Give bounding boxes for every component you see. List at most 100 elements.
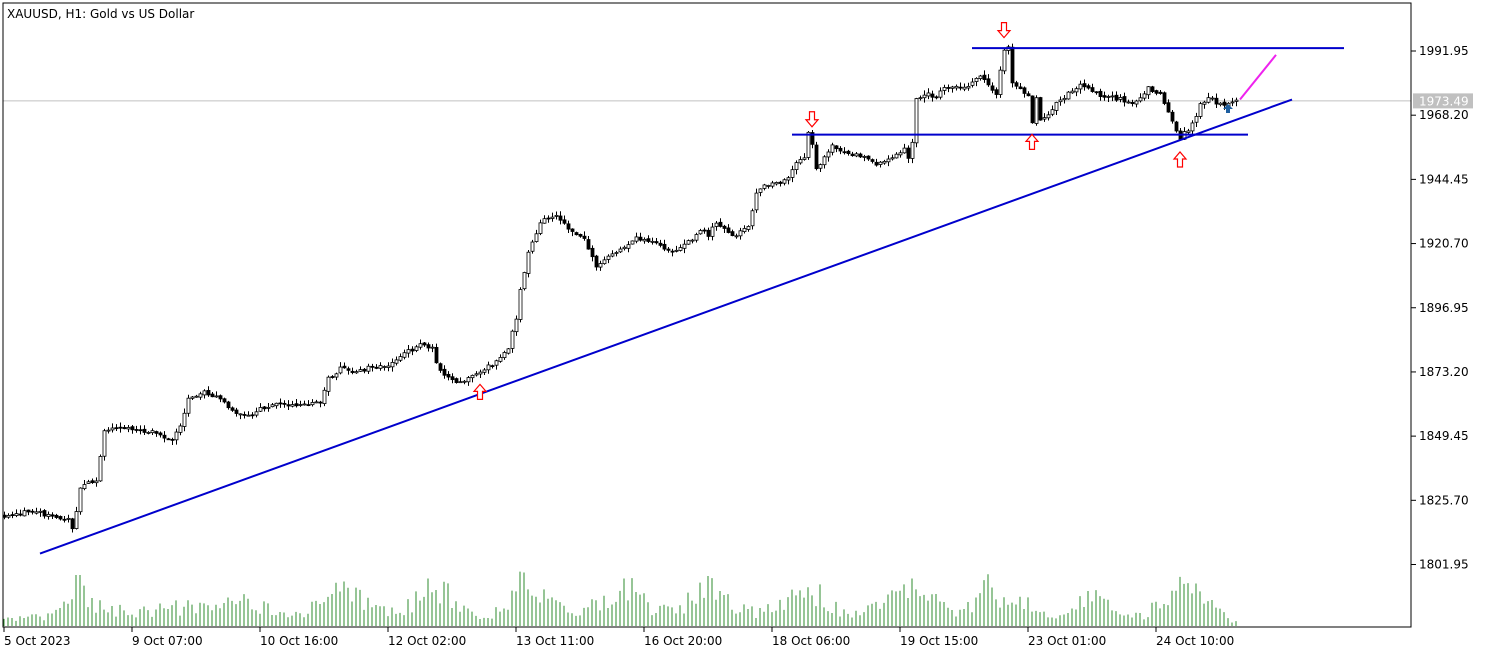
candle-body-bear xyxy=(58,516,63,520)
candle-body-bear xyxy=(670,250,675,253)
drawing-objects[interactable] xyxy=(39,21,1344,555)
candle xyxy=(102,428,107,461)
candle-body-bull xyxy=(430,346,435,349)
x-tick-label: 19 Oct 15:00 xyxy=(900,634,978,648)
candle-body-bear xyxy=(42,510,47,517)
candle-body-bear xyxy=(1030,95,1035,124)
down-arrow-icon[interactable] xyxy=(804,111,820,128)
buy-marker-icon[interactable] xyxy=(1223,103,1233,113)
candle xyxy=(266,403,271,412)
candle-body-bull xyxy=(14,513,19,516)
candle xyxy=(662,239,667,252)
rising-trendline[interactable] xyxy=(39,98,1293,555)
candle xyxy=(1042,113,1047,122)
candle-body-bull xyxy=(146,431,151,434)
candle xyxy=(998,66,1003,98)
candle-body-bull xyxy=(998,69,1003,95)
candle-body-bull xyxy=(1194,116,1199,123)
candle-body-bull xyxy=(926,92,931,97)
candle xyxy=(218,394,223,403)
candle-body-bull xyxy=(1210,97,1215,100)
candle xyxy=(586,236,591,250)
candle-body-bear xyxy=(870,159,875,162)
candle-body-bear xyxy=(1114,94,1119,101)
candle-body-bull xyxy=(1218,102,1223,106)
candle xyxy=(1122,92,1127,107)
candle-body-bull xyxy=(602,259,607,265)
candle xyxy=(870,158,875,164)
x-tick-label: 18 Oct 06:00 xyxy=(772,634,850,648)
candle xyxy=(550,212,555,222)
candle-body-bull xyxy=(470,374,475,379)
candle xyxy=(482,367,487,376)
candle-body-bear xyxy=(1098,90,1103,97)
projection-line[interactable] xyxy=(1239,54,1277,101)
candle xyxy=(478,369,483,379)
candle-body-bull xyxy=(98,456,103,482)
candle-body-bull xyxy=(634,236,639,242)
candle-body-bear xyxy=(1170,111,1175,122)
candle xyxy=(978,74,983,81)
candle xyxy=(914,97,919,148)
candle xyxy=(338,362,343,375)
candle xyxy=(406,344,411,358)
candle-body-bull xyxy=(298,404,303,406)
candle xyxy=(66,514,71,523)
candle xyxy=(526,249,531,278)
candle-body-bear xyxy=(170,438,175,441)
up-arrow-icon[interactable] xyxy=(1172,151,1188,168)
down-arrow-icon[interactable] xyxy=(996,21,1012,39)
candle-body-bear xyxy=(206,389,211,396)
candle-body-bull xyxy=(358,369,363,372)
candle xyxy=(642,237,647,244)
candle-body-bear xyxy=(10,514,15,517)
candle-body-bull xyxy=(46,513,51,517)
candle xyxy=(974,77,979,87)
candle-body-bull xyxy=(1034,97,1039,124)
candle xyxy=(86,479,91,485)
candle-body-bull xyxy=(418,343,423,348)
candle xyxy=(1098,88,1103,101)
candle xyxy=(418,339,423,350)
candle xyxy=(746,225,751,232)
candle-body-bear xyxy=(278,402,283,405)
y-tick-label: 1801.95 xyxy=(1419,558,1469,572)
candle xyxy=(530,239,535,254)
candle xyxy=(1154,89,1159,96)
candle-body-bull xyxy=(1202,101,1207,105)
candle xyxy=(386,362,391,372)
candle xyxy=(1070,88,1075,94)
candle xyxy=(774,181,779,186)
candle-body-bear xyxy=(138,429,143,432)
chart-frame xyxy=(2,2,1412,628)
candle-body-bull xyxy=(22,510,27,517)
up-arrow-icon[interactable] xyxy=(472,383,488,400)
candle-body-bear xyxy=(158,432,163,436)
candle xyxy=(250,412,255,419)
candle xyxy=(950,85,955,93)
candle xyxy=(82,480,87,491)
candle-body-bear xyxy=(906,147,911,159)
candle xyxy=(498,354,503,363)
candle-body-bull xyxy=(1046,114,1051,119)
candle-body-bull xyxy=(522,272,527,290)
candle xyxy=(178,423,183,436)
candle-body-bear xyxy=(1026,93,1031,97)
candle-body-bull xyxy=(1138,97,1143,102)
candle xyxy=(1146,86,1151,100)
candle-body-bear xyxy=(18,513,23,516)
candle-body-bull xyxy=(322,389,327,404)
candle-body-bull xyxy=(402,352,407,358)
candle xyxy=(290,400,295,408)
candle xyxy=(378,362,383,371)
candle xyxy=(358,366,363,372)
candle-body-bear xyxy=(118,426,123,429)
candle-body-bear xyxy=(210,393,215,398)
candle xyxy=(442,365,447,379)
candle xyxy=(354,369,359,374)
candle-body-bull xyxy=(822,156,827,166)
up-arrow-icon[interactable] xyxy=(1024,133,1040,151)
candle xyxy=(1234,97,1239,107)
candle xyxy=(610,250,615,258)
